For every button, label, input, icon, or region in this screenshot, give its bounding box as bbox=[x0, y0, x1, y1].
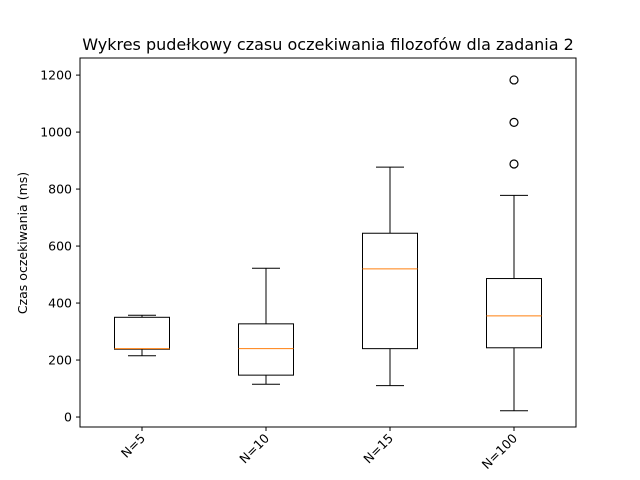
y-tick-label: 400 bbox=[48, 296, 72, 311]
y-tick-label: 1000 bbox=[40, 125, 72, 140]
y-tick-label: 800 bbox=[48, 182, 72, 197]
y-axis-label: Czas oczekiwania (ms) bbox=[15, 172, 30, 314]
axes-frame bbox=[79, 57, 577, 428]
box-body bbox=[114, 316, 170, 350]
chart-title: Wykres pudełkowy czasu oczekiwania filoz… bbox=[82, 35, 574, 54]
y-tick-label: 1200 bbox=[40, 68, 72, 83]
x-tick-label: N=100 bbox=[479, 430, 521, 472]
y-tick-label: 600 bbox=[48, 239, 72, 254]
x-tick-label: N=15 bbox=[360, 431, 396, 467]
box-N=15 bbox=[362, 166, 418, 387]
plot-area: 0 200 400 600 800 1000 1200 N=5 N=10 N=15 N=100 bbox=[40, 57, 577, 472]
outlier-point bbox=[509, 117, 519, 127]
x-tick-label: N=10 bbox=[236, 430, 272, 466]
box-body bbox=[238, 323, 294, 376]
box-N=100 bbox=[486, 75, 542, 412]
outlier-point bbox=[509, 159, 519, 169]
box-body bbox=[486, 278, 542, 349]
box-body bbox=[362, 232, 418, 350]
y-tick-label: 200 bbox=[48, 353, 72, 368]
outlier-point bbox=[509, 75, 519, 85]
x-tick-label: N=5 bbox=[118, 431, 148, 461]
box-N=5 bbox=[114, 314, 170, 357]
y-tick-label: 0 bbox=[64, 410, 72, 425]
box-N=10 bbox=[238, 267, 294, 385]
